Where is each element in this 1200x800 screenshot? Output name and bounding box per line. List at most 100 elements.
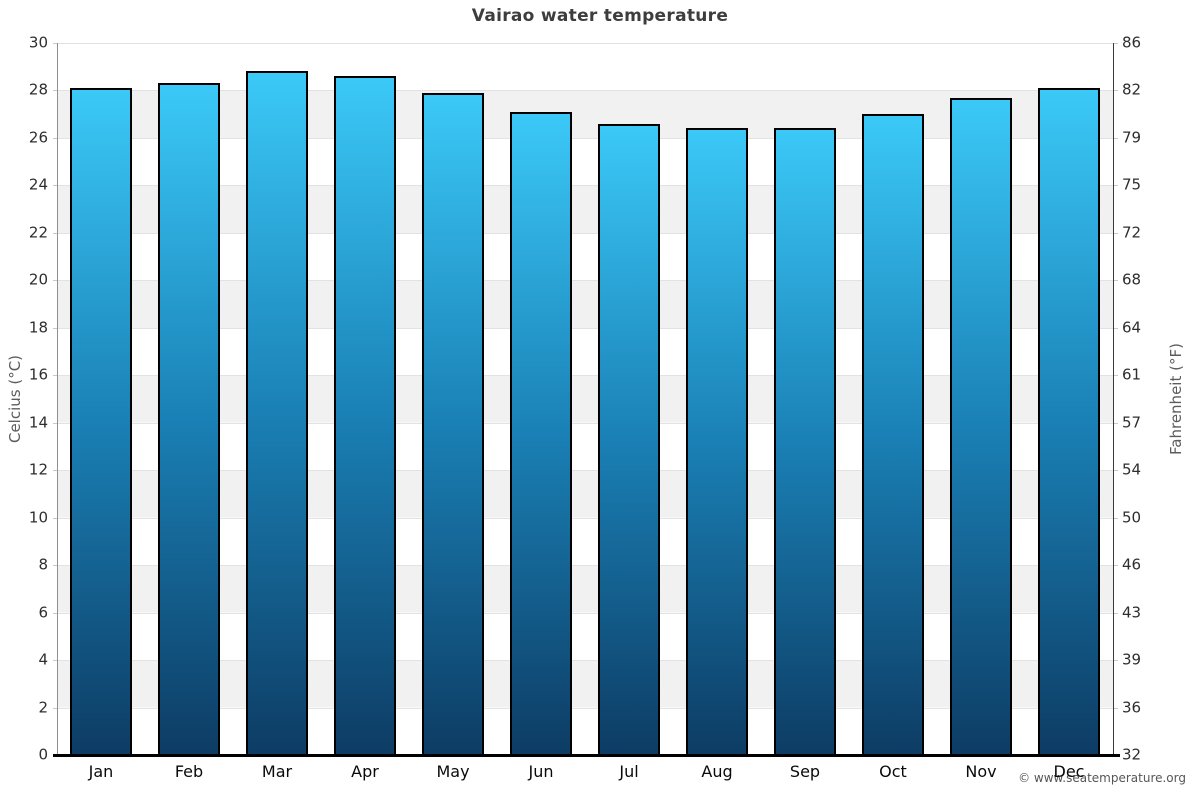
y-tick-celsius-24: 24 bbox=[28, 175, 48, 194]
tick-mark-right-4 bbox=[1114, 660, 1118, 662]
watermark-credit: © www.seatemperature.org bbox=[1018, 771, 1186, 785]
x-tick-nov: Nov bbox=[965, 762, 997, 781]
y-axis-line-left bbox=[57, 43, 58, 755]
gridline-6 bbox=[57, 612, 1113, 614]
gridline-26 bbox=[57, 137, 1113, 139]
y-axis-title-fahrenheit-text: Fahrenheit (°F) bbox=[1167, 343, 1185, 455]
gridline-20 bbox=[57, 280, 1113, 282]
gridline-28 bbox=[57, 90, 1113, 92]
y-tick-celsius-20: 20 bbox=[28, 270, 48, 289]
y-axis-line-right bbox=[1113, 43, 1114, 755]
bar-jan bbox=[70, 88, 132, 755]
plot-area bbox=[57, 43, 1113, 755]
y-tick-celsius-26: 26 bbox=[28, 128, 48, 147]
y-tick-fahrenheit-46: 46 bbox=[1122, 555, 1142, 574]
y-tick-fahrenheit-61: 61 bbox=[1122, 365, 1142, 384]
x-tick-dec: Dec bbox=[1053, 762, 1085, 781]
y-tick-fahrenheit-54: 54 bbox=[1122, 460, 1142, 479]
tick-mark-left-4 bbox=[53, 660, 57, 662]
y-tick-celsius-2: 2 bbox=[38, 698, 48, 717]
bar-oct bbox=[862, 114, 924, 755]
gridline-8 bbox=[57, 565, 1113, 567]
tick-mark-left-18 bbox=[53, 327, 57, 329]
y-tick-fahrenheit-72: 72 bbox=[1122, 223, 1142, 242]
y-tick-celsius-18: 18 bbox=[28, 318, 48, 337]
tick-mark-right-12 bbox=[1114, 470, 1118, 472]
tick-mark-left-24 bbox=[53, 185, 57, 187]
y-tick-fahrenheit-75: 75 bbox=[1122, 175, 1142, 194]
y-tick-fahrenheit-64: 64 bbox=[1122, 318, 1142, 337]
tick-mark-right-18 bbox=[1114, 327, 1118, 329]
y-tick-fahrenheit-57: 57 bbox=[1122, 413, 1142, 432]
tick-mark-right-16 bbox=[1114, 375, 1118, 377]
y-tick-fahrenheit-50: 50 bbox=[1122, 508, 1142, 527]
y-tick-fahrenheit-79: 79 bbox=[1122, 128, 1142, 147]
y-tick-celsius-8: 8 bbox=[38, 555, 48, 574]
y-tick-celsius-22: 22 bbox=[28, 223, 48, 242]
tick-mark-left-14 bbox=[53, 422, 57, 424]
bar-nov bbox=[950, 97, 1012, 755]
bar-sep bbox=[774, 128, 836, 755]
gridline-16 bbox=[57, 375, 1113, 377]
bar-jul bbox=[598, 123, 660, 755]
gridline-18 bbox=[57, 327, 1113, 329]
tick-mark-right-26 bbox=[1114, 137, 1118, 139]
y-tick-celsius-28: 28 bbox=[28, 80, 48, 99]
tick-mark-right-30 bbox=[1114, 43, 1118, 44]
y-tick-fahrenheit-32: 32 bbox=[1122, 745, 1142, 764]
bar-may bbox=[422, 92, 484, 755]
bar-dec bbox=[1038, 88, 1100, 755]
y-tick-fahrenheit-36: 36 bbox=[1122, 698, 1142, 717]
chart-title: Vairao water temperature bbox=[471, 6, 729, 26]
tick-mark-left-6 bbox=[53, 612, 57, 614]
tick-mark-right-20 bbox=[1114, 280, 1118, 282]
y-tick-celsius-14: 14 bbox=[28, 413, 48, 432]
gridline-14 bbox=[57, 422, 1113, 424]
x-axis-line bbox=[53, 754, 1120, 757]
tick-mark-left-10 bbox=[53, 517, 57, 519]
x-tick-oct: Oct bbox=[879, 762, 907, 781]
tick-mark-right-22 bbox=[1114, 232, 1118, 234]
x-tick-aug: Aug bbox=[701, 762, 733, 781]
x-tick-jul: Jul bbox=[619, 762, 639, 781]
bar-aug bbox=[686, 128, 748, 755]
tick-mark-right-10 bbox=[1114, 517, 1118, 519]
tick-mark-left-30 bbox=[53, 43, 57, 44]
y-tick-fahrenheit-86: 86 bbox=[1122, 33, 1142, 52]
tick-mark-right-2 bbox=[1114, 707, 1118, 709]
tick-mark-left-2 bbox=[53, 707, 57, 709]
tick-mark-left-26 bbox=[53, 137, 57, 139]
tick-mark-right-14 bbox=[1114, 422, 1118, 424]
gridline-4 bbox=[57, 660, 1113, 662]
tick-mark-right-24 bbox=[1114, 185, 1118, 187]
x-tick-may: May bbox=[436, 762, 470, 781]
tick-mark-left-28 bbox=[53, 90, 57, 92]
gridline-22 bbox=[57, 232, 1113, 234]
tick-mark-right-28 bbox=[1114, 90, 1118, 92]
gridline-2 bbox=[57, 707, 1113, 709]
y-tick-celsius-0: 0 bbox=[38, 745, 48, 764]
y-tick-celsius-6: 6 bbox=[38, 603, 48, 622]
y-tick-celsius-12: 12 bbox=[28, 460, 48, 479]
tick-mark-left-12 bbox=[53, 470, 57, 472]
x-tick-feb: Feb bbox=[174, 762, 204, 781]
gridline-12 bbox=[57, 470, 1113, 472]
bar-feb bbox=[158, 83, 220, 755]
y-tick-fahrenheit-43: 43 bbox=[1122, 603, 1142, 622]
y-tick-celsius-4: 4 bbox=[38, 650, 48, 669]
tick-mark-left-20 bbox=[53, 280, 57, 282]
gridline-24 bbox=[57, 185, 1113, 187]
x-tick-sep: Sep bbox=[789, 762, 821, 781]
y-tick-fahrenheit-82: 82 bbox=[1122, 80, 1142, 99]
tick-mark-left-8 bbox=[53, 565, 57, 567]
x-tick-jan: Jan bbox=[88, 762, 114, 781]
tick-mark-right-8 bbox=[1114, 565, 1118, 567]
y-tick-fahrenheit-68: 68 bbox=[1122, 270, 1142, 289]
bar-mar bbox=[246, 71, 308, 755]
tick-mark-left-22 bbox=[53, 232, 57, 234]
y-tick-celsius-10: 10 bbox=[28, 508, 48, 527]
x-tick-mar: Mar bbox=[261, 762, 293, 781]
y-tick-fahrenheit-39: 39 bbox=[1122, 650, 1142, 669]
x-tick-jun: Jun bbox=[528, 762, 554, 781]
